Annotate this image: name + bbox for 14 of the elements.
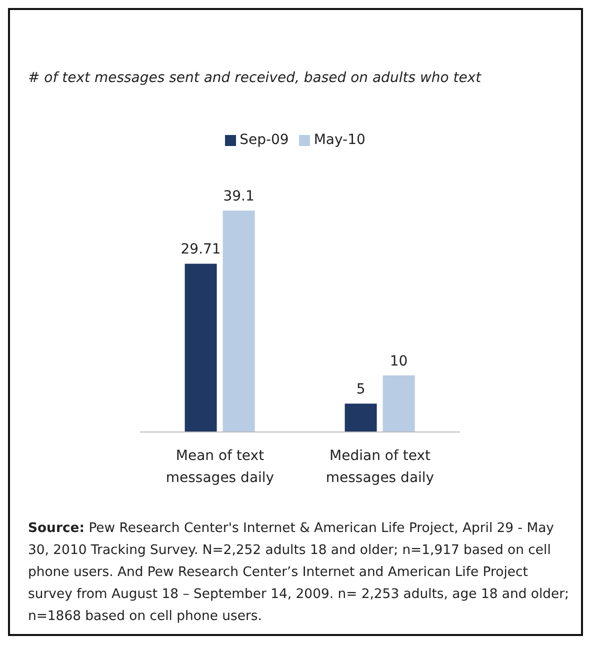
x-tick-label: Median of text messages daily (326, 448, 434, 486)
x-tick-label: Mean of text messages daily (166, 448, 274, 486)
bar (184, 264, 217, 432)
chart-title: # of text messages sent and received, based on adults who text (28, 70, 482, 86)
bar (344, 404, 377, 432)
data-label: 29.71 (180, 242, 221, 258)
data-label: 39.1 (223, 188, 254, 205)
bar (222, 210, 255, 432)
data-label: 5 (356, 382, 366, 398)
legend-label: Sep-09 (240, 132, 289, 148)
legend-label: May-10 (314, 132, 366, 148)
data-label: 10 (390, 353, 408, 370)
source-note: Source: Pew Research Center's Internet & American Life Project, April 29 - May 30, 2010 Tracking Survey. N=2,252 adults 18 and older; n=1,917 based on cell phone users. And Pew Research Center’s Internet and American Life Project survey from August 18 – September 14, 2009. n= 2,253 adults, age 18 and older; n=1868 based on cell phone users. (28, 520, 570, 626)
bar (382, 375, 415, 432)
